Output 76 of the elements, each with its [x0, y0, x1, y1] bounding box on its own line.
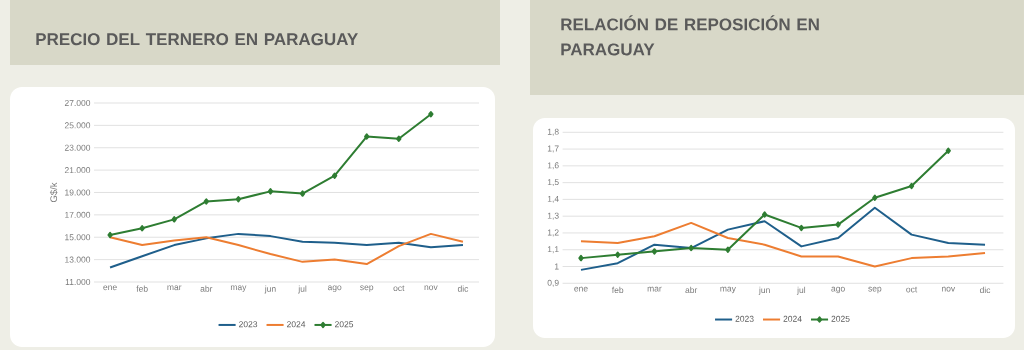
point [299, 190, 306, 197]
chart-title: RELACIÓN DE REPOSICIÓN EN PARAGUAY [561, 15, 819, 56]
point [396, 135, 402, 142]
point [908, 182, 915, 190]
point [364, 133, 370, 140]
x-tick-label: sep [868, 286, 882, 294]
legend-label: 2024 [783, 315, 802, 322]
y-tick-label: 1,6 [547, 162, 559, 170]
x-tick-label: abr [685, 286, 698, 294]
point [139, 225, 145, 232]
point [203, 198, 209, 205]
point [428, 110, 434, 118]
y-tick-label: 1,5 [547, 179, 559, 187]
point [835, 221, 841, 228]
point [578, 254, 584, 262]
y-tick-label: 1,3 [547, 212, 559, 220]
point [235, 196, 242, 203]
y-tick-label: 15.000 [65, 234, 91, 241]
y-tick-label: 13.000 [65, 256, 91, 263]
x-tick-label: oct [906, 286, 918, 293]
x-tick-label: mar [647, 286, 662, 292]
x-tick-label: dic [457, 285, 469, 292]
x-tick-label: mar [167, 285, 182, 291]
x-tick-label: nov [942, 286, 956, 292]
y-tick-label: 19.000 [65, 189, 91, 196]
point [331, 172, 338, 179]
x-tick-label: jun [264, 285, 276, 294]
x-tick-label: jul [796, 286, 806, 295]
point [267, 188, 274, 195]
point [798, 224, 805, 232]
x-tick-label: may [720, 286, 736, 294]
y-tick-label: 11.000 [65, 278, 91, 285]
x-tick-label: ene [103, 285, 117, 291]
x-tick-label: abr [200, 285, 213, 292]
y-tick-label: 1 [554, 263, 559, 270]
point [171, 216, 177, 223]
point [107, 231, 113, 239]
y-tick-label: 1,7 [547, 145, 559, 153]
x-tick-label: jun [758, 286, 770, 295]
point [651, 248, 658, 255]
x-tick-label: jul [298, 285, 307, 294]
x-tick-label: oct [393, 285, 405, 292]
y-tick-label: 27.000 [64, 99, 91, 106]
point [872, 194, 878, 201]
point [688, 244, 694, 252]
point [761, 211, 768, 218]
legend-label: 2025 [335, 321, 354, 328]
chart-title: PRECIO DEL TERNERO EN PARAGUAY [36, 33, 358, 46]
x-tick-label: feb [611, 286, 624, 294]
y-tick-label: 0,9 [547, 279, 559, 287]
x-tick-label: ago [831, 286, 845, 294]
legend-label: 2023 [735, 315, 754, 322]
line-series [579, 206, 987, 271]
x-tick-label: sep [360, 285, 374, 292]
legend-label: 2023 [239, 321, 258, 328]
y-tick-label: 1,1 [547, 246, 559, 254]
y-axis-title: G$/k [49, 182, 58, 203]
y-tick-label: 25.000 [64, 122, 91, 129]
point [615, 251, 621, 258]
legend-label: 2025 [831, 315, 850, 322]
y-tick-label: 17.000 [65, 211, 91, 218]
y-tick-label: 21.000 [64, 167, 91, 174]
x-tick-label: ago [327, 285, 342, 292]
x-tick-label: feb [136, 285, 148, 292]
x-tick-label: may [230, 285, 247, 292]
y-tick-label: 23.000 [64, 144, 91, 151]
line-series [579, 221, 987, 268]
x-tick-label: nov [424, 285, 438, 291]
y-tick-label: 1,2 [547, 229, 559, 237]
x-tick-label: dic [979, 286, 991, 294]
y-tick-label: 1,4 [547, 195, 559, 203]
point [945, 147, 951, 154]
x-tick-label: ene [574, 286, 588, 292]
legend-label: 2024 [287, 321, 306, 328]
point [725, 246, 731, 253]
y-tick-label: 1,8 [547, 128, 559, 136]
